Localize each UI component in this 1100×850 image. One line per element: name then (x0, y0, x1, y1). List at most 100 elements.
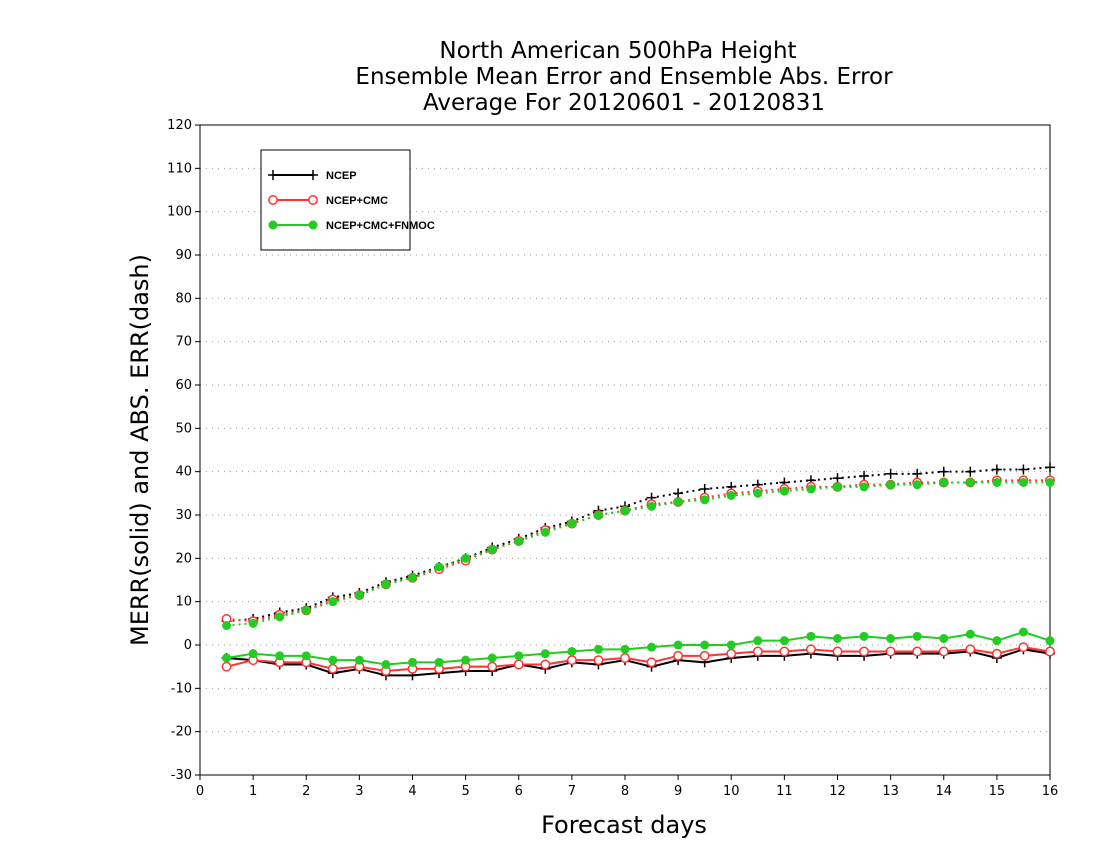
y-tick-label: 40 (175, 465, 192, 480)
merr-point (885, 646, 896, 657)
legend-marker (268, 220, 278, 230)
abserr-line-ncep-cmc (226, 479, 1050, 623)
abserr-point (222, 621, 232, 630)
abserr-point (832, 473, 843, 484)
merr-point (991, 648, 1002, 659)
merr-point (222, 653, 232, 663)
abserr-point (886, 480, 896, 490)
merr-point (620, 644, 630, 654)
abserr-point (938, 466, 949, 477)
merr-point (221, 661, 232, 672)
merr-point (700, 640, 710, 650)
abserr-point (779, 486, 789, 496)
abserr-point (1018, 478, 1028, 487)
y-tick-label: 50 (175, 421, 192, 436)
abserr-point (593, 510, 603, 520)
x-tick-label: 13 (882, 784, 899, 799)
y-tick-label: 30 (175, 508, 192, 523)
merr-point (752, 646, 763, 657)
legend-marker (268, 170, 278, 180)
y-tick-label: 110 (167, 161, 192, 176)
merr-point (328, 655, 338, 665)
y-tick-label: 70 (175, 335, 192, 350)
y-tick-label: -20 (171, 725, 192, 740)
merr-point (833, 634, 842, 643)
grid (200, 167, 1050, 733)
abserr-point (275, 612, 285, 622)
x-tick-label: 12 (829, 784, 846, 799)
merr-point (567, 647, 577, 656)
merr-point (886, 634, 896, 643)
merr-point (461, 655, 471, 665)
legend: NCEP NCEP+CMC NCEP+CMC+FNMOC (260, 149, 435, 251)
merr-point (938, 646, 949, 657)
merr-point (726, 640, 736, 650)
abserr-point (514, 536, 524, 546)
x-tick-label: 1 (249, 784, 257, 799)
merr-point (859, 646, 870, 657)
x-tick-label: 16 (1042, 784, 1059, 799)
merr-line-ncep (226, 648, 1051, 677)
abserr-point (1045, 478, 1055, 487)
abserr-point (328, 597, 338, 607)
abserr-point (753, 488, 763, 498)
abserr-point (806, 484, 816, 494)
merr-point (327, 663, 338, 674)
merr-point (275, 651, 285, 661)
y-tick-label: 10 (175, 595, 192, 610)
legend-item-ncep-cmc-fnmoc: NCEP+CMC+FNMOC (268, 220, 435, 232)
merr-point (939, 634, 949, 643)
x-tick-label: 10 (723, 784, 740, 799)
merr-point (514, 651, 524, 661)
x-tick-label: 7 (568, 784, 576, 799)
abserr-point (673, 497, 683, 507)
merr-point (620, 653, 630, 663)
abserr-line-ncep-cmc-fnmoc (226, 481, 1050, 627)
merr-point (487, 661, 498, 672)
x-tick-label: 4 (408, 784, 416, 799)
merr-point (673, 650, 684, 661)
legend-item-ncep-cmc: NCEP+CMC (268, 195, 388, 207)
abserr-point (859, 482, 869, 492)
x-tick-label: 15 (989, 784, 1006, 799)
merr-point (1018, 627, 1028, 637)
merr-point (753, 636, 763, 646)
abserr-point (1018, 464, 1029, 475)
x-tick-label: 0 (196, 784, 204, 799)
abserr-point (726, 491, 736, 500)
legend-marker (268, 195, 278, 205)
abserr-point (965, 466, 976, 477)
title-line-3: Average For 20120601 - 20120831 (423, 90, 825, 116)
x-tick-label: 14 (935, 784, 952, 799)
x-tick-label: 2 (302, 784, 310, 799)
abserr-point (833, 482, 842, 492)
merr-point (673, 640, 683, 650)
merr-point (381, 660, 391, 669)
merr-point (593, 644, 603, 654)
x-tick-label: 3 (355, 784, 363, 799)
legend-label: NCEP (326, 170, 357, 182)
merr-point (540, 649, 550, 659)
abserr-point (381, 579, 391, 589)
merr-point (726, 648, 737, 659)
abserr-point (248, 618, 258, 628)
x-tick-label: 9 (674, 784, 682, 799)
abserr-point (991, 464, 1002, 475)
merr-point (992, 636, 1002, 646)
merr-point (566, 655, 577, 666)
merr-point (1018, 642, 1029, 653)
abserr-point (1045, 462, 1055, 473)
abserr-point (487, 545, 497, 555)
abserr-point (912, 468, 923, 479)
abserr-point (408, 573, 417, 583)
abserr-point (885, 468, 896, 479)
merr-point (805, 644, 816, 655)
merr-point (965, 629, 975, 639)
merr-point (248, 649, 258, 659)
y-tick-label: 80 (175, 291, 192, 306)
y-tick-label: 20 (175, 551, 192, 566)
abserr-point (620, 506, 630, 516)
merr-point (832, 646, 843, 657)
y-tick-label: 120 (167, 118, 192, 133)
